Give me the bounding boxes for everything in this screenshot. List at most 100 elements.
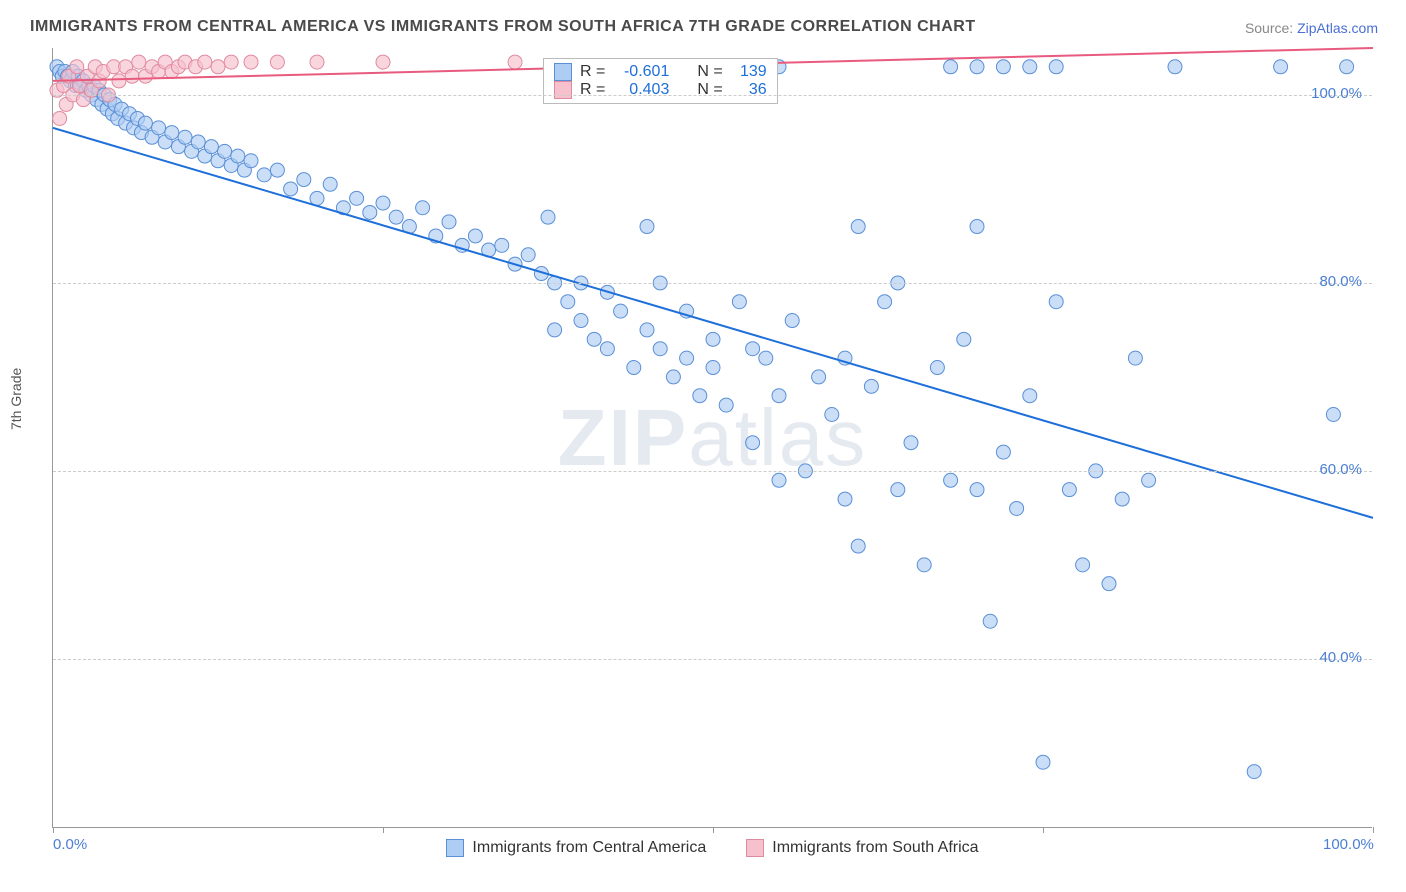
data-point: [640, 323, 654, 337]
series-legend-item: Immigrants from Central America: [446, 839, 706, 857]
data-point: [310, 191, 324, 205]
data-point: [270, 163, 284, 177]
data-point: [508, 55, 522, 69]
data-point: [1247, 765, 1261, 779]
data-point: [706, 361, 720, 375]
data-point: [930, 361, 944, 375]
data-point: [310, 55, 324, 69]
data-point: [732, 295, 746, 309]
data-point: [178, 130, 192, 144]
legend-n-value: 139: [731, 63, 767, 81]
data-point: [541, 210, 555, 224]
data-point: [1049, 295, 1063, 309]
data-point: [270, 55, 284, 69]
legend-n-value: 36: [731, 81, 767, 99]
data-point: [1326, 408, 1340, 422]
trend-line: [53, 128, 1373, 518]
data-point: [548, 323, 562, 337]
chart-title: IMMIGRANTS FROM CENTRAL AMERICA VS IMMIG…: [30, 18, 976, 36]
data-point: [746, 342, 760, 356]
data-point: [719, 398, 733, 412]
data-point: [1023, 389, 1037, 403]
data-point: [1128, 351, 1142, 365]
legend-r-label: R =: [580, 63, 605, 81]
data-point: [125, 69, 139, 83]
data-point: [640, 220, 654, 234]
data-point: [442, 215, 456, 229]
data-point: [257, 168, 271, 182]
data-point: [376, 55, 390, 69]
data-point: [996, 445, 1010, 459]
legend-row: R =0.403N =36: [554, 81, 767, 99]
data-point: [165, 126, 179, 140]
data-point: [680, 351, 694, 365]
y-tick-label: 80.0%: [1302, 273, 1362, 290]
data-point: [191, 135, 205, 149]
correlation-legend: R =-0.601N =139R =0.403N =36: [543, 58, 778, 104]
data-point: [198, 55, 212, 69]
data-point: [970, 220, 984, 234]
data-point: [904, 436, 918, 450]
data-point: [785, 314, 799, 328]
data-point: [772, 473, 786, 487]
data-point: [53, 111, 67, 125]
data-point: [917, 558, 931, 572]
y-tick-label: 60.0%: [1302, 461, 1362, 478]
data-point: [521, 248, 535, 262]
data-point: [1049, 60, 1063, 74]
data-point: [376, 196, 390, 210]
data-point: [825, 408, 839, 422]
data-point: [495, 238, 509, 252]
x-tick: [1043, 827, 1044, 833]
data-point: [1010, 501, 1024, 515]
data-point: [666, 370, 680, 384]
data-point: [944, 473, 958, 487]
data-point: [211, 60, 225, 74]
data-point: [218, 144, 232, 158]
legend-swatch: [746, 839, 764, 857]
chart-container: IMMIGRANTS FROM CENTRAL AMERICA VS IMMIG…: [0, 0, 1406, 892]
series-legend-label: Immigrants from Central America: [472, 839, 706, 857]
source-attribution: Source: ZipAtlas.com: [1245, 20, 1378, 36]
series-legend-label: Immigrants from South Africa: [772, 839, 978, 857]
data-point: [746, 436, 760, 450]
data-point: [970, 60, 984, 74]
legend-n-label: N =: [697, 81, 722, 99]
x-tick-label: 100.0%: [1323, 836, 1374, 853]
plot-area: ZIPatlas R =-0.601N =139R =0.403N =36 Im…: [52, 48, 1372, 828]
data-point: [1274, 60, 1288, 74]
series-legend: Immigrants from Central America Immigrant…: [53, 839, 1372, 857]
data-point: [891, 483, 905, 497]
data-point: [1340, 60, 1354, 74]
grid-line: [53, 283, 1372, 284]
legend-r-value: -0.601: [613, 63, 669, 81]
data-point: [284, 182, 298, 196]
source-prefix: Source:: [1245, 20, 1297, 36]
data-point: [864, 379, 878, 393]
data-point: [574, 314, 588, 328]
source-link[interactable]: ZipAtlas.com: [1297, 20, 1378, 36]
data-point: [244, 55, 258, 69]
y-axis-label: 7th Grade: [8, 368, 24, 430]
data-point: [244, 154, 258, 168]
x-tick: [1373, 827, 1374, 833]
data-point: [812, 370, 826, 384]
grid-line: [53, 95, 1372, 96]
data-point: [1076, 558, 1090, 572]
data-point: [363, 205, 377, 219]
data-point: [132, 55, 146, 69]
legend-n-label: N =: [697, 63, 722, 81]
data-point: [614, 304, 628, 318]
data-point: [231, 149, 245, 163]
data-point: [600, 342, 614, 356]
grid-line: [53, 659, 1372, 660]
data-point: [838, 492, 852, 506]
data-point: [851, 220, 865, 234]
data-point: [468, 229, 482, 243]
data-point: [297, 173, 311, 187]
data-point: [204, 140, 218, 154]
legend-swatch: [554, 81, 572, 99]
data-point: [1102, 577, 1116, 591]
x-tick: [713, 827, 714, 833]
data-point: [983, 614, 997, 628]
